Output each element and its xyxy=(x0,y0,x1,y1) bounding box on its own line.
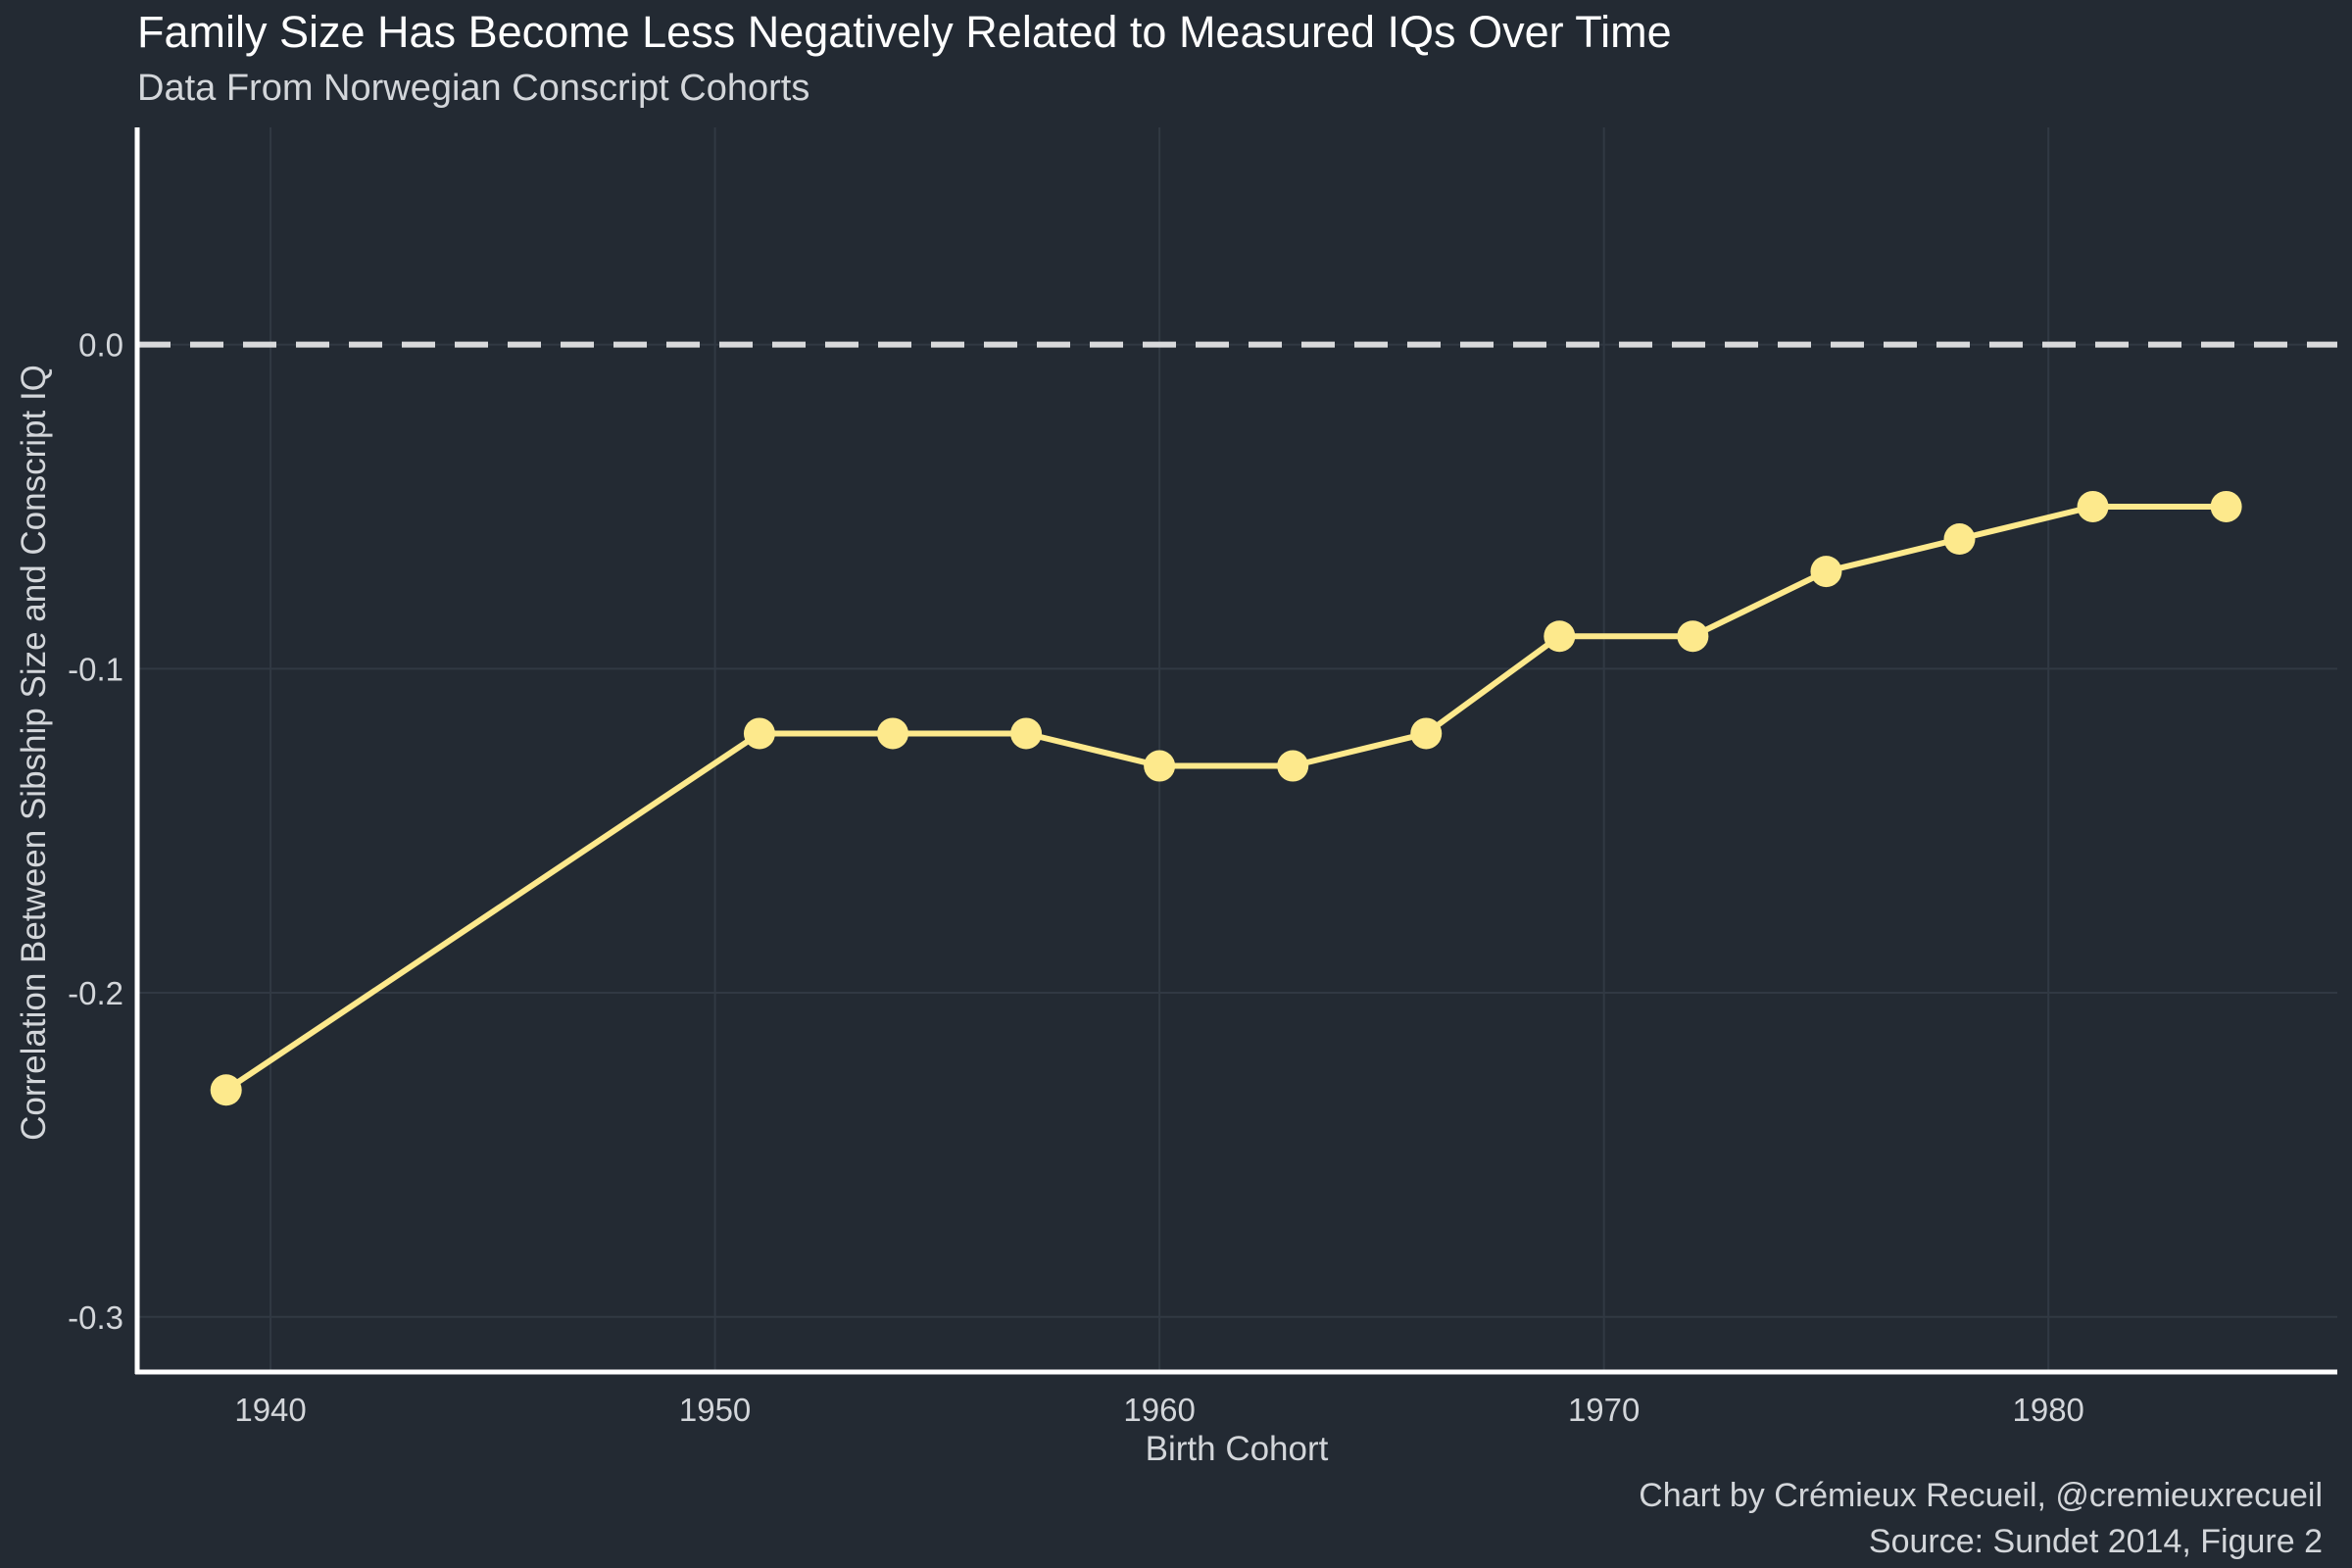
x-tick-label: 1970 xyxy=(1568,1392,1640,1428)
x-tick-label: 1960 xyxy=(1123,1392,1195,1428)
y-tick-label: -0.1 xyxy=(68,651,123,687)
chart-title: Family Size Has Become Less Negatively R… xyxy=(137,7,1672,57)
data-point xyxy=(743,717,775,750)
x-tick-label: 1950 xyxy=(679,1392,751,1428)
x-tick-label: 1940 xyxy=(234,1392,306,1428)
data-point xyxy=(877,717,909,750)
data-point xyxy=(2210,490,2242,522)
data-point xyxy=(1144,750,1176,782)
y-tick-label: -0.3 xyxy=(68,1299,123,1336)
data-point xyxy=(1010,717,1043,750)
y-axis-title: Correlation Between Sibship Size and Con… xyxy=(15,365,53,1141)
caption-credit: Chart by Crémieux Recueil, @cremieuxrecu… xyxy=(1639,1477,2323,1514)
data-point xyxy=(1544,620,1576,653)
data-point xyxy=(1277,750,1309,782)
gridlines xyxy=(137,127,2337,1372)
y-tick-label: -0.2 xyxy=(68,975,123,1011)
axes xyxy=(134,127,2337,1375)
data-point xyxy=(1677,620,1709,653)
data-point xyxy=(1943,523,1976,556)
y-tick-label: 0.0 xyxy=(78,327,123,364)
chart-subtitle: Data From Norwegian Conscript Cohorts xyxy=(137,68,809,109)
data-point xyxy=(1810,556,1842,588)
data-point xyxy=(2077,490,2109,522)
x-axis-title: Birth Cohort xyxy=(1146,1430,1329,1468)
data-point xyxy=(1410,717,1443,750)
data-point xyxy=(210,1074,242,1106)
caption-source: Source: Sundet 2014, Figure 2 xyxy=(1869,1523,2323,1560)
series xyxy=(210,490,2242,1106)
tick-labels: 1940 1950 1960 1970 1980 0.0 -0.1 -0.2 -0.3 xyxy=(68,327,2084,1428)
x-tick-label: 1980 xyxy=(2012,1392,2083,1428)
